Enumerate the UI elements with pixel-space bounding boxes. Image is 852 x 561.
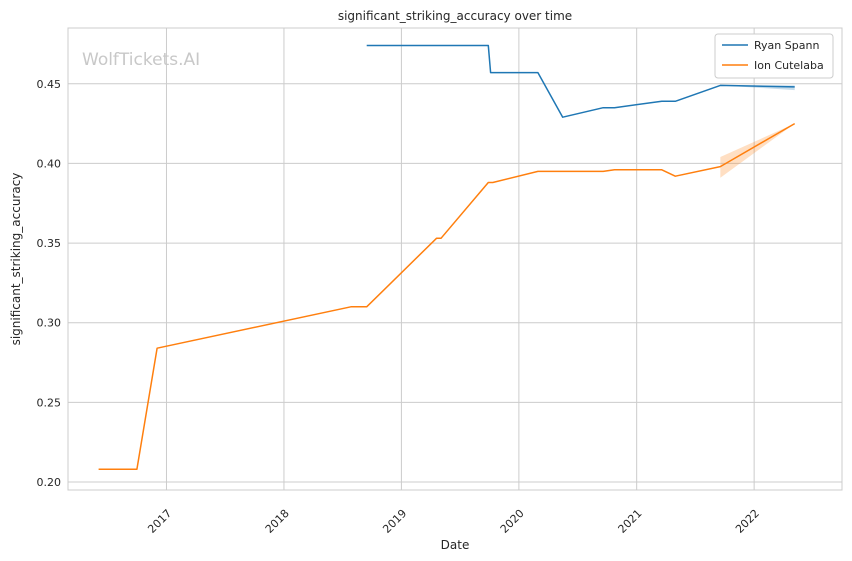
series-lines: [98, 44, 796, 471]
y-tick-label: 0.25: [37, 396, 62, 409]
legend-label-ryan-spann: Ryan Spann: [754, 39, 819, 52]
watermark: WolfTickets.AI: [82, 50, 200, 70]
y-tick-label: 0.35: [37, 237, 62, 250]
y-axis-label: significant_striking_accuracy: [9, 173, 23, 346]
y-tick-label: 0.40: [37, 157, 62, 170]
y-tick-label: 0.45: [37, 78, 62, 91]
grid: [68, 28, 842, 490]
legend: Ryan Spann Ion Cutelaba: [714, 33, 834, 79]
band-ion-cutelaba: [720, 123, 795, 178]
y-axis-ticks: 0.20 0.25 0.30 0.35 0.40 0.45: [37, 78, 62, 489]
x-axis-label: Date: [441, 538, 470, 552]
y-tick-label: 0.30: [37, 317, 62, 330]
series-line-ryan-spann: [366, 44, 795, 118]
chart-title: significant_striking_accuracy over time: [338, 9, 572, 23]
legend-label-ion-cutelaba: Ion Cutelaba: [754, 59, 824, 72]
plot-area: [67, 27, 843, 491]
series-line-ion-cutelaba: [98, 122, 796, 471]
y-tick-label: 0.20: [37, 476, 62, 489]
